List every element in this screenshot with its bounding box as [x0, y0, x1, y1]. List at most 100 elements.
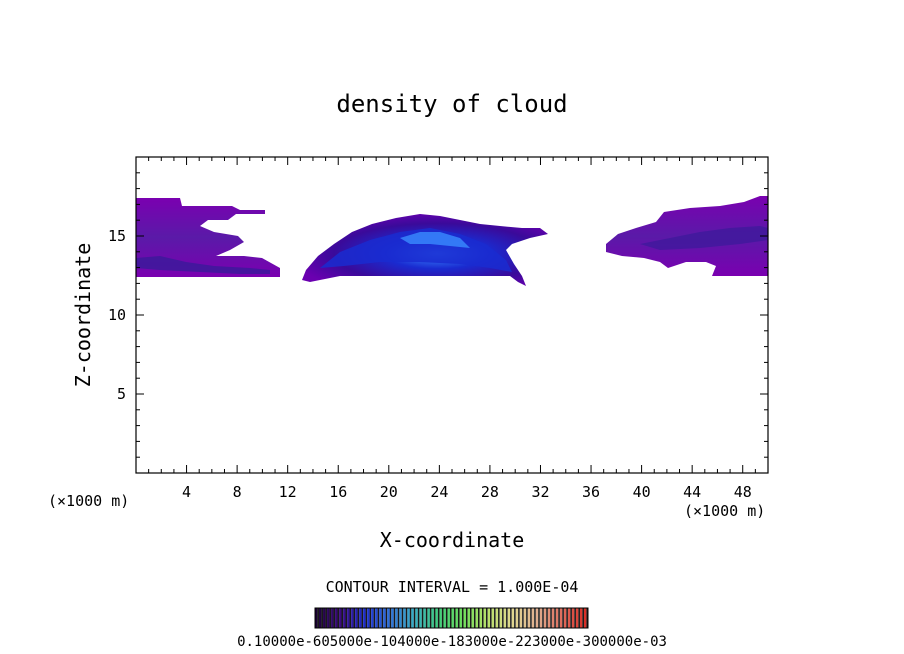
colorbar-stripe-sep	[562, 608, 564, 628]
colorbar-stripe-sep	[482, 608, 484, 628]
colorbar-stripe	[579, 608, 583, 628]
x-tick-label: 20	[380, 483, 398, 501]
x-tick-label: 36	[582, 483, 600, 501]
colorbar-stripe	[367, 608, 370, 628]
colorbar-stripe	[323, 608, 326, 628]
colorbar-stripe	[383, 608, 386, 628]
colorbar-stripe	[559, 608, 563, 628]
colorbar-stripe-sep	[413, 608, 416, 628]
colorbar-stripe-sep	[570, 608, 572, 628]
colorbar-stripe-sep	[534, 608, 536, 628]
colorbar-stripe-sep	[457, 608, 460, 628]
colorbar-stripe-sep	[405, 608, 408, 628]
x-tick-label: 16	[329, 483, 347, 501]
colorbar-stripe-sep	[526, 608, 528, 628]
colorbar-stripe-sep	[337, 608, 340, 628]
x-tick-label: 24	[430, 483, 448, 501]
colorbar-stripe	[463, 608, 466, 628]
colorbar-stripe-sep	[550, 608, 552, 628]
colorbar-stripe	[387, 608, 390, 628]
colorbar-stripe	[571, 608, 575, 628]
colorbar-stripe	[523, 608, 527, 628]
colorbar-stripe-sep	[522, 608, 524, 628]
colorbar-stripe	[515, 608, 519, 628]
colorbar-stripe-sep	[437, 608, 440, 628]
colorbar-stripe	[439, 608, 442, 628]
colorbar-stripe	[451, 608, 454, 628]
colorbar-stripe	[583, 608, 587, 628]
colorbar-stripe-sep	[421, 608, 424, 628]
colorbar-stripe-sep	[393, 608, 396, 628]
colorbar-stripe	[479, 608, 483, 628]
colorbar-stripe	[379, 608, 382, 628]
colorbar-stripe-sep	[546, 608, 548, 628]
colorbar-stripe-sep	[329, 608, 332, 628]
x-tick-label: 40	[633, 483, 651, 501]
colorbar-stripe-sep	[506, 608, 508, 628]
colorbar-stripe-sep	[401, 608, 404, 628]
x-unit-left: (×1000 m)	[48, 492, 129, 510]
colorbar-stripe-sep	[385, 608, 388, 628]
colorbar-stripe	[519, 608, 523, 628]
colorbar-stripe-sep	[409, 608, 412, 628]
colorbar-stripe	[455, 608, 458, 628]
y-axis-label: Z-coordinate	[71, 243, 95, 388]
colorbar-stripe	[371, 608, 374, 628]
colorbar-stripe-sep	[477, 608, 480, 628]
colorbar-stripe	[527, 608, 531, 628]
colorbar-stripe-sep	[502, 608, 504, 628]
colorbar-stripe	[407, 608, 410, 628]
colorbar-stripe	[343, 608, 346, 628]
central-cloud-core	[320, 228, 512, 272]
colorbar-stripe	[551, 608, 555, 628]
y-tick-label: 5	[117, 385, 126, 403]
colorbar-stripe	[547, 608, 551, 628]
colorbar-stripe	[567, 608, 571, 628]
colorbar-stripe	[563, 608, 567, 628]
colorbar-stripe	[431, 608, 434, 628]
colorbar-stripe-sep	[417, 608, 420, 628]
colorbar-stripe-sep	[345, 608, 348, 628]
colorbar-stripe-sep	[397, 608, 400, 628]
colorbar-stripe-sep	[369, 608, 372, 628]
colorbar-stripe	[395, 608, 398, 628]
colorbar-stripe	[355, 608, 358, 628]
colorbar-stripe-sep	[373, 608, 376, 628]
colorbar-stripe	[475, 608, 478, 628]
colorbar-stripe-sep	[425, 608, 428, 628]
colorbar-stripe	[419, 608, 422, 628]
contour-interval-label: CONTOUR INTERVAL = 1.000E-04	[326, 578, 579, 596]
colorbar-stripe	[503, 608, 507, 628]
colorbar-stripe	[331, 608, 334, 628]
colorbar-stripe-sep	[429, 608, 432, 628]
colorbar-stripe	[539, 608, 543, 628]
colorbar-stripe-sep	[349, 608, 352, 628]
colorbar-stripe-sep	[473, 608, 476, 628]
colorbar-stripe	[351, 608, 354, 628]
x-tick-label: 8	[233, 483, 242, 501]
colorbar-stripe	[499, 608, 503, 628]
colorbar-stripe-sep	[465, 608, 468, 628]
colorbar-stripe-sep	[453, 608, 456, 628]
x-axis-label: X-coordinate	[380, 528, 525, 552]
x-tick-label: 32	[531, 483, 549, 501]
colorbar-stripe-sep	[357, 608, 360, 628]
y-tick-label: 15	[108, 227, 126, 245]
colorbar-stripe	[543, 608, 547, 628]
colorbar-stripe	[487, 608, 491, 628]
colorbar-stripe	[423, 608, 426, 628]
colorbar-stripe	[575, 608, 579, 628]
cloud-regions	[136, 196, 768, 286]
left-cloud-inner	[136, 256, 270, 274]
right-cloud-inner	[640, 226, 768, 250]
colorbar-stripe-sep	[486, 608, 488, 628]
colorbar-stripe	[495, 608, 499, 628]
colorbar-stripe-sep	[498, 608, 500, 628]
colorbar	[315, 608, 588, 628]
colorbar-stripe	[319, 608, 322, 628]
colorbar-stripe-sep	[469, 608, 472, 628]
colorbar-stripe-sep	[542, 608, 544, 628]
colorbar-stripe	[327, 608, 330, 628]
y-axis-ticks: 5 10 15	[108, 172, 768, 458]
